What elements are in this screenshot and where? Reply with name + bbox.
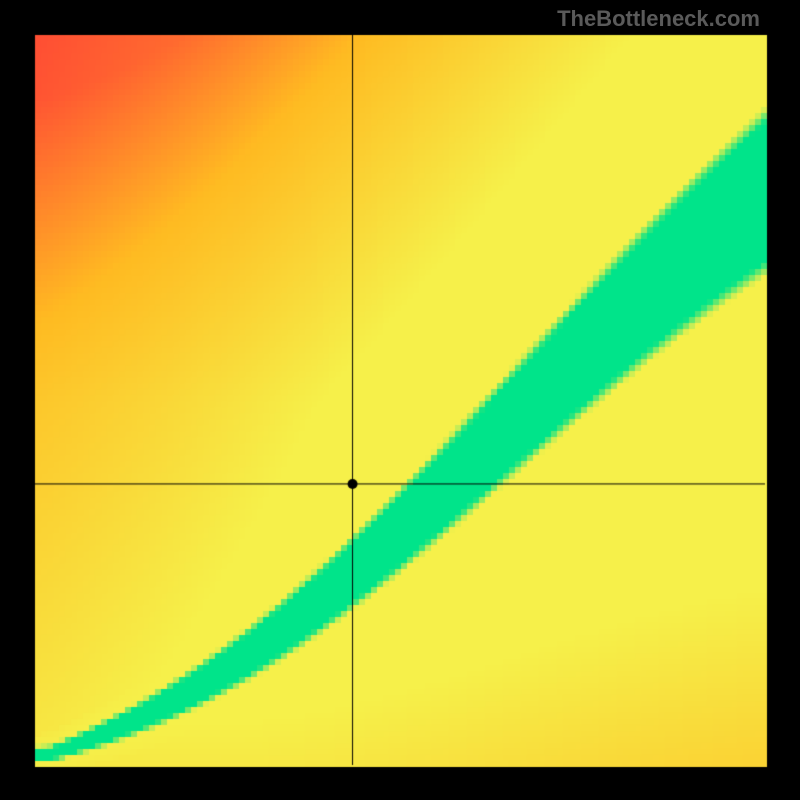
watermark-text: TheBottleneck.com bbox=[557, 6, 760, 32]
heatmap-canvas bbox=[0, 0, 800, 800]
bottleneck-chart: TheBottleneck.com bbox=[0, 0, 800, 800]
